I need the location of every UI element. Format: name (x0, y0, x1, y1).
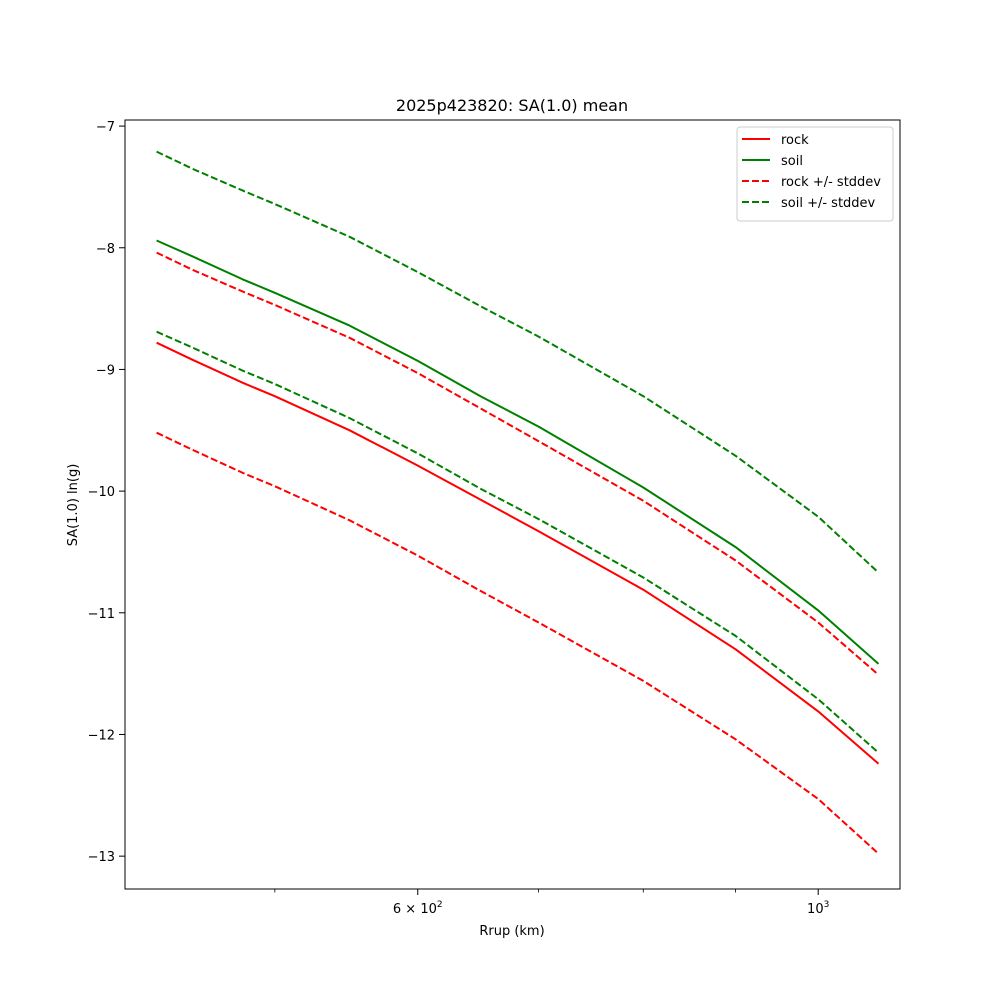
legend-label-0: rock (781, 133, 809, 148)
chart-title: 2025p423820: SA(1.0) mean (396, 96, 628, 115)
series-line-soil-stddev-5 (156, 330, 880, 754)
y-tick-label-0: −7 (96, 120, 115, 135)
series-line-soil-1 (156, 239, 880, 665)
series-line-rock-0 (156, 341, 880, 765)
y-tick-label-1: −8 (96, 242, 115, 257)
y-tick-label-2: −9 (96, 363, 115, 378)
x-tick-label-1: 103 (807, 900, 829, 917)
plot-frame (124, 119, 901, 890)
legend: rock soil rock +/- stddev soil +/- stddev (736, 126, 894, 222)
x-axis-ticks: 6 × 102 103 (274, 889, 829, 917)
series-line-rock-stddev-3 (156, 431, 880, 855)
y-tick-label-6: −13 (88, 850, 115, 865)
legend-label-3: soil +/- stddev (781, 196, 876, 211)
legend-box (736, 126, 894, 222)
x-axis-label: Rrup (km) (479, 924, 544, 939)
series-layer (156, 150, 880, 855)
y-axis-label: SA(1.0) ln(g) (66, 464, 81, 547)
x-tick-label-0: 6 × 102 (393, 900, 443, 917)
y-tick-label-5: −12 (88, 728, 115, 743)
legend-label-1: soil (781, 154, 803, 169)
y-tick-label-4: −11 (88, 607, 115, 622)
legend-label-2: rock +/- stddev (781, 175, 881, 190)
series-line-rock-stddev-2 (156, 251, 880, 676)
y-tick-label-3: −10 (88, 485, 115, 500)
y-axis-ticks: −7 −8 −9 −10 −11 −12 −13 (88, 120, 125, 865)
series-line-soil-stddev-4 (156, 150, 880, 574)
